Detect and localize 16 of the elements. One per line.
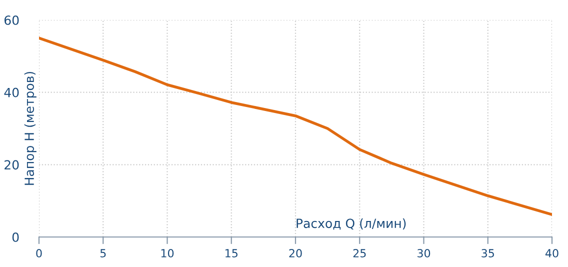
- x-tick-label: 35: [482, 249, 494, 258]
- x-tick-label: 10: [161, 249, 174, 258]
- y-tick-label: 40: [4, 88, 19, 98]
- x-tick-label: 30: [418, 249, 430, 258]
- x-tick-label: 15: [226, 249, 238, 258]
- x-tick-label: 0: [36, 249, 42, 258]
- y-tick-label: 60: [4, 15, 19, 25]
- x-tick-label: 40: [545, 249, 558, 258]
- x-tick-label: 20: [289, 249, 302, 258]
- y-tick-label: 0: [12, 232, 19, 242]
- y-axis-title: Напор H (метров): [24, 72, 36, 185]
- x-axis-title: Расход Q (л/мин): [296, 218, 406, 230]
- line-series: [39, 36, 552, 216]
- x-tick-label: 25: [353, 249, 366, 258]
- y-tick-label: 20: [4, 160, 19, 170]
- x-tick-label: 5: [100, 249, 106, 258]
